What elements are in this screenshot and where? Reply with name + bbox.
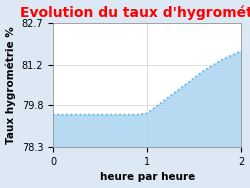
Y-axis label: Taux hygrométrie %: Taux hygrométrie % [6,26,16,144]
X-axis label: heure par heure: heure par heure [100,172,195,182]
Title: Evolution du taux d'hygrométrie: Evolution du taux d'hygrométrie [20,6,250,20]
